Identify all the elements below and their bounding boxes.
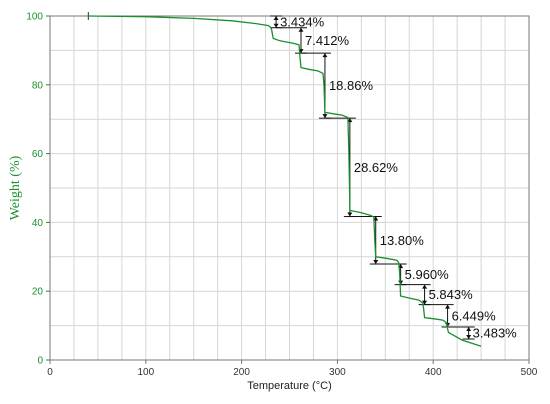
arrow-head <box>273 23 279 28</box>
arrow-head <box>298 27 304 32</box>
y-tick-label: 80 <box>32 80 44 91</box>
y-tick-label: 0 <box>37 356 43 367</box>
arrow-head <box>322 53 328 58</box>
arrow-head <box>273 16 279 20</box>
step-label: 5.960% <box>405 267 450 282</box>
x-tick-labels: 0 100 200 300 400 500 <box>47 360 538 378</box>
x-axis-title: Temperature (°C) <box>247 380 331 392</box>
x-tick-label: 300 <box>329 367 346 378</box>
step-label: 18.86% <box>329 78 374 93</box>
step-label: 28.62% <box>354 160 399 175</box>
arrow-head <box>445 304 451 309</box>
step-annotation: 5.843% <box>400 284 474 306</box>
x-tick-label: 100 <box>137 367 154 378</box>
step-label: 3.434% <box>280 14 325 29</box>
arrow-head <box>373 260 379 265</box>
step-annotation: 6.449% <box>424 304 497 328</box>
arrow-head <box>347 212 353 217</box>
step-annotation: 5.960% <box>375 263 450 286</box>
arrow-head <box>322 114 328 119</box>
x-tick-label: 200 <box>233 367 250 378</box>
x-tick-label: 400 <box>425 367 442 378</box>
arrow-head <box>422 284 428 289</box>
step-label: 5.843% <box>429 287 474 302</box>
weight-curve <box>88 15 482 347</box>
y-tick-label: 100 <box>26 12 43 23</box>
step-annotation: 7.412% <box>276 27 350 54</box>
y-tick-label: 20 <box>32 287 44 298</box>
arrow-head <box>466 326 472 331</box>
x-tick-label: 0 <box>47 367 53 378</box>
step-annotation: 3.434% <box>270 14 325 29</box>
grid <box>50 16 529 360</box>
step-label: 3.483% <box>473 325 518 340</box>
y-tick-label: 60 <box>32 149 44 160</box>
step-label: 6.449% <box>452 308 497 323</box>
y-axis-title: Weight (%) <box>8 155 23 220</box>
step-label: 7.412% <box>305 33 350 48</box>
step-annotations: 3.434% 7.412% 18.86% 28.62% 13.80% 5.960% 5.84… <box>87 12 518 340</box>
y-tick-label: 40 <box>32 218 44 229</box>
plot-frame <box>49 15 530 361</box>
y-tick-labels: 0 20 40 60 80 100 <box>26 12 50 367</box>
arrow-head <box>422 300 428 305</box>
arrow-head <box>466 335 472 340</box>
x-tick-label: 500 <box>521 367 538 378</box>
step-label: 13.80% <box>380 233 425 248</box>
